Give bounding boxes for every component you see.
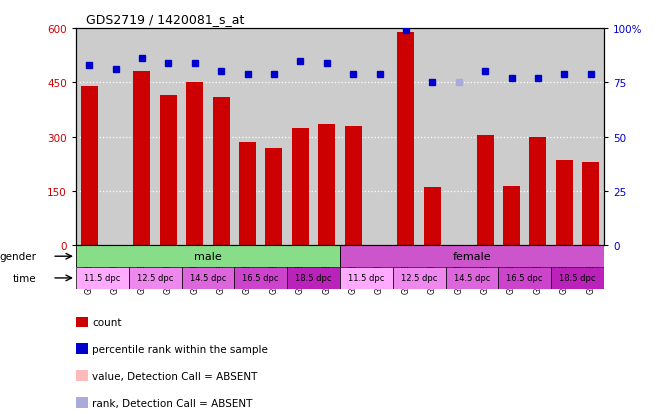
- Text: 11.5 dpc: 11.5 dpc: [348, 274, 385, 283]
- Bar: [318, 125, 335, 246]
- Bar: [424, 188, 441, 246]
- Text: gender: gender: [0, 252, 36, 261]
- Text: 12.5 dpc: 12.5 dpc: [137, 274, 174, 283]
- Bar: [503, 186, 520, 246]
- Bar: [446, 268, 498, 289]
- Bar: [81, 87, 98, 246]
- Bar: [556, 161, 573, 246]
- Text: 12.5 dpc: 12.5 dpc: [401, 274, 438, 283]
- Bar: [529, 137, 546, 246]
- Text: GDS2719 / 1420081_s_at: GDS2719 / 1420081_s_at: [86, 13, 245, 26]
- Text: value, Detection Call = ABSENT: value, Detection Call = ABSENT: [92, 371, 258, 381]
- Text: male: male: [194, 252, 222, 261]
- Text: 14.5 dpc: 14.5 dpc: [453, 274, 490, 283]
- Bar: [397, 33, 414, 246]
- Bar: [340, 268, 393, 289]
- Bar: [129, 268, 182, 289]
- Text: 18.5 dpc: 18.5 dpc: [295, 274, 332, 283]
- Bar: [287, 268, 340, 289]
- Bar: [133, 72, 150, 246]
- Bar: [340, 246, 604, 268]
- Bar: [234, 268, 287, 289]
- Bar: [551, 268, 604, 289]
- Text: count: count: [92, 317, 122, 327]
- Text: 18.5 dpc: 18.5 dpc: [559, 274, 596, 283]
- Bar: [186, 83, 203, 246]
- Bar: [160, 96, 177, 246]
- Text: percentile rank within the sample: percentile rank within the sample: [92, 344, 268, 354]
- Bar: [76, 268, 129, 289]
- Text: rank, Detection Call = ABSENT: rank, Detection Call = ABSENT: [92, 398, 253, 408]
- Bar: [582, 163, 599, 246]
- Text: 11.5 dpc: 11.5 dpc: [84, 274, 121, 283]
- Text: time: time: [13, 273, 36, 283]
- Text: 16.5 dpc: 16.5 dpc: [242, 274, 279, 283]
- Text: 16.5 dpc: 16.5 dpc: [506, 274, 543, 283]
- Bar: [76, 246, 340, 268]
- Text: 14.5 dpc: 14.5 dpc: [189, 274, 226, 283]
- Bar: [239, 143, 256, 246]
- Bar: [292, 128, 309, 246]
- Bar: [345, 126, 362, 246]
- Bar: [213, 97, 230, 246]
- Bar: [393, 268, 446, 289]
- Bar: [477, 135, 494, 246]
- Bar: [265, 148, 282, 246]
- Text: female: female: [453, 252, 491, 261]
- Bar: [182, 268, 234, 289]
- Bar: [498, 268, 551, 289]
